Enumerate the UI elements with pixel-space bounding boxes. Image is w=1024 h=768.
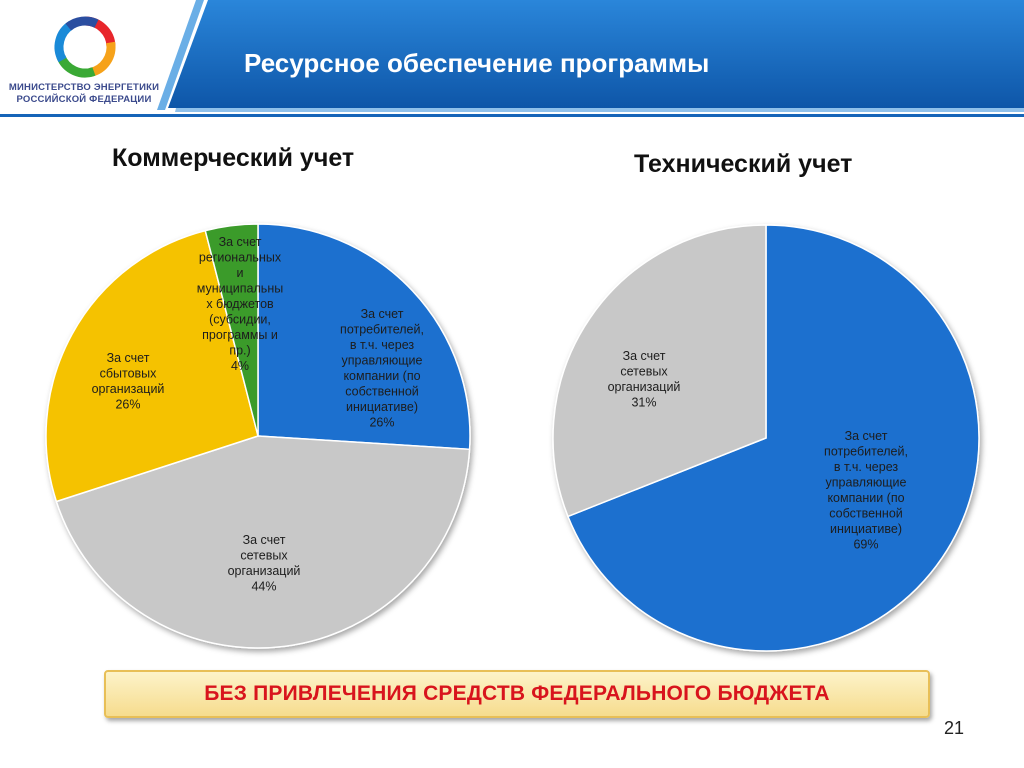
pie-technical	[552, 224, 980, 652]
slice-network	[55, 435, 471, 649]
federal-budget-banner: БЕЗ ПРИВЛЕЧЕНИЯ СРЕДСТВ ФЕДЕРАЛЬНОГО БЮД…	[104, 670, 930, 718]
ministry-line-2: РОССИЙСКОЙ ФЕДЕРАЦИИ	[16, 94, 152, 105]
chart-title-technical: Технический учет	[634, 150, 853, 178]
chart-title-commercial: Коммерческий учет	[112, 144, 355, 172]
slice-sales-label: За счет сбытовых организаций 26%	[92, 351, 165, 412]
pie-commercial	[45, 223, 471, 649]
slice-budgets-label: За счет региональных и муниципальны х бюджет…	[197, 235, 283, 373]
slice-sales	[45, 229, 259, 503]
ministry-line-1: МИНИСТЕРСТВО ЭНЕРГЕТИКИ	[8, 82, 160, 93]
slice-network-label: За счет сетевых организаций 31%	[608, 349, 681, 410]
header-background	[0, 0, 1024, 117]
page-number: 21	[944, 718, 965, 738]
slice-network-label: За счет сетевых организаций 44%	[228, 533, 301, 594]
slice-consumers-label: За счет потребителей, в т.ч. через управляю…	[824, 429, 908, 552]
header-bar: МИНИСТЕРСТВО ЭНЕРГЕТИКИ РОССИЙСКОЙ ФЕДЕР…	[0, 0, 1024, 122]
slice-consumers	[566, 224, 980, 652]
slice-budgets	[204, 223, 259, 437]
slice-consumers-label: За счет потребителей, в т.ч. через управляю…	[340, 307, 424, 430]
slide-title: Ресурсное обеспечение программы	[244, 48, 710, 78]
ministry-name: МИНИСТЕРСТВО ЭНЕРГЕТИКИ РОССИЙСКОЙ ФЕДЕР…	[4, 82, 164, 106]
ministry-logo-icon	[50, 12, 120, 82]
slice-network	[552, 224, 767, 518]
slice-consumers	[257, 223, 471, 451]
